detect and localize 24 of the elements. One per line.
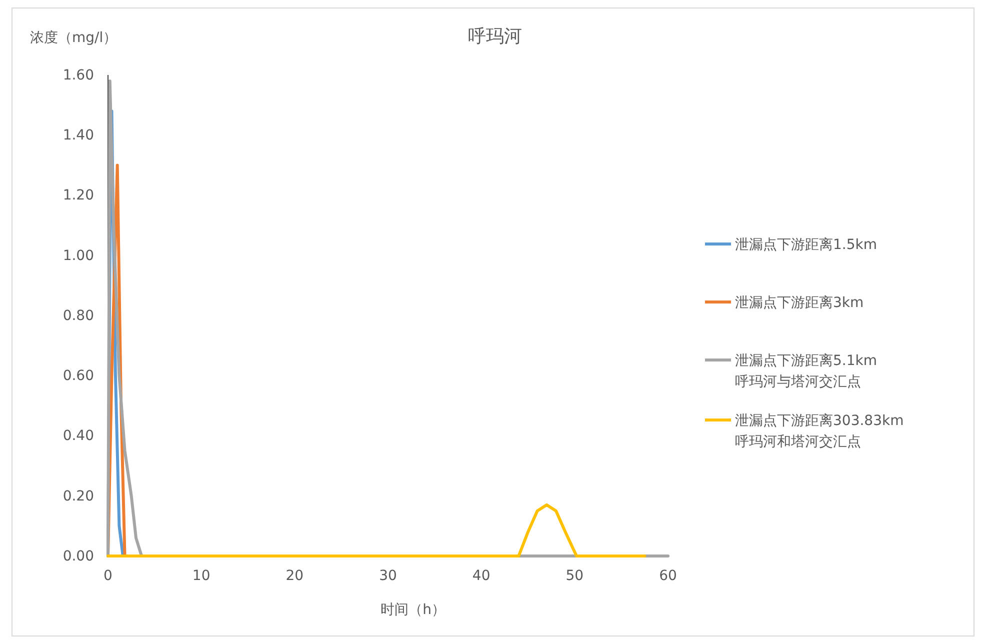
y-tick-label: 1.20 (62, 188, 94, 204)
x-tick-label: 40 (472, 568, 490, 584)
x-tick-label: 30 (379, 568, 397, 584)
y-tick-label: 1.60 (62, 67, 94, 84)
x-tick-label: 0 (104, 568, 112, 584)
y-tick-label: 0.60 (62, 368, 94, 384)
legend-label: 泄漏点下游距离1.5km (735, 237, 878, 253)
y-axis-title: 浓度（mg/l） (30, 30, 118, 46)
legend-label: 泄漏点下游距离303.83km 呼玛河和塔河交汇点 (735, 413, 904, 450)
legend-label: 泄漏点下游距离3km (735, 295, 864, 311)
y-tick-label: 1.00 (62, 248, 94, 264)
y-tick-label: 0.80 (62, 308, 94, 324)
legend-label: 泄漏点下游距离5.1km 呼玛河与塔河交汇点 (735, 353, 878, 390)
chart-title: 呼玛河 (468, 26, 522, 47)
y-tick-label: 0.00 (62, 548, 94, 564)
y-tick-label: 0.40 (62, 428, 94, 444)
line-series (106, 503, 646, 558)
x-axis-title: 时间（h） (380, 602, 446, 618)
y-tick-label: 1.40 (62, 128, 94, 144)
x-tick-label: 10 (192, 568, 210, 584)
x-tick-label: 60 (659, 568, 677, 584)
x-tick-label: 20 (286, 568, 304, 584)
x-tick-label: 50 (566, 568, 584, 584)
y-tick-label: 0.20 (62, 488, 94, 504)
